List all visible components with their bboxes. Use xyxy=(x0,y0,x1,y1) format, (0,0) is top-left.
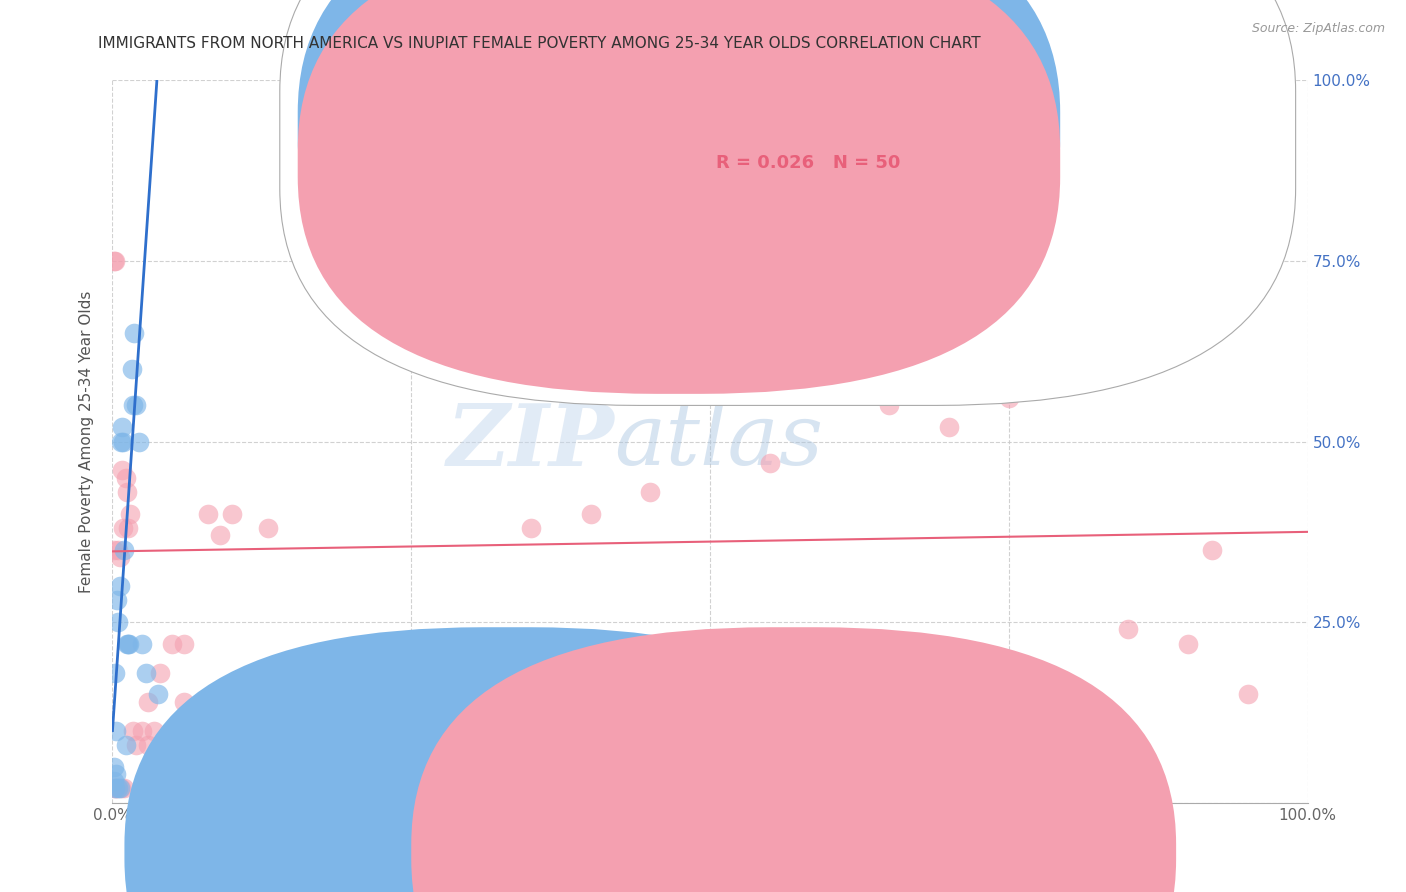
Point xyxy=(139,781,162,796)
Point xyxy=(460,651,482,665)
Point xyxy=(121,723,143,738)
Point xyxy=(209,528,232,542)
Point xyxy=(149,665,172,680)
Point xyxy=(1118,623,1140,637)
Point xyxy=(138,738,160,752)
Point xyxy=(108,781,131,796)
Text: Immigrants from North America: Immigrants from North America xyxy=(537,845,780,859)
Point xyxy=(114,542,135,557)
Point xyxy=(121,398,143,412)
Point xyxy=(105,781,128,796)
Point xyxy=(118,637,141,651)
Point xyxy=(121,362,143,376)
FancyBboxPatch shape xyxy=(280,0,1296,405)
Point xyxy=(818,376,841,391)
Point xyxy=(108,579,131,593)
Point xyxy=(111,420,134,434)
Point xyxy=(122,326,145,340)
Point xyxy=(938,420,960,434)
Point xyxy=(115,485,138,500)
Point xyxy=(103,542,125,557)
Point xyxy=(146,687,169,701)
Point xyxy=(117,521,139,535)
Point xyxy=(117,637,139,651)
Point xyxy=(186,723,208,738)
Point xyxy=(143,723,166,738)
Point xyxy=(104,253,127,268)
Point xyxy=(114,738,136,752)
Point xyxy=(105,723,128,738)
Text: R = 0.704   N = 28: R = 0.704 N = 28 xyxy=(716,117,900,135)
Point xyxy=(520,521,543,535)
Point xyxy=(173,637,195,651)
Point xyxy=(197,507,219,521)
Point xyxy=(128,434,150,449)
Text: Source: ZipAtlas.com: Source: ZipAtlas.com xyxy=(1251,22,1385,36)
Point xyxy=(1272,73,1295,87)
Point xyxy=(699,637,721,651)
Point xyxy=(879,398,901,412)
Point xyxy=(173,695,195,709)
Point xyxy=(125,738,148,752)
Point xyxy=(107,542,129,557)
Point xyxy=(221,507,243,521)
Point xyxy=(579,507,602,521)
Point xyxy=(103,253,125,268)
Point xyxy=(111,463,134,477)
Point xyxy=(105,593,128,607)
Point xyxy=(640,485,662,500)
FancyBboxPatch shape xyxy=(298,0,1060,356)
Point xyxy=(120,507,142,521)
Point xyxy=(105,781,128,796)
Point xyxy=(114,781,135,796)
Point xyxy=(125,398,148,412)
Text: ZIP: ZIP xyxy=(447,400,614,483)
Point xyxy=(103,760,125,774)
FancyBboxPatch shape xyxy=(125,627,890,892)
Text: Inupiat: Inupiat xyxy=(824,845,877,859)
Point xyxy=(131,637,153,651)
Point xyxy=(135,665,157,680)
Point xyxy=(110,434,132,449)
Point xyxy=(340,651,363,665)
Point xyxy=(1237,687,1260,701)
Point xyxy=(115,637,138,651)
Point xyxy=(1177,637,1199,651)
Point xyxy=(1201,542,1223,557)
Point xyxy=(114,470,136,484)
Point xyxy=(112,521,135,535)
Point xyxy=(759,456,782,470)
Text: IMMIGRANTS FROM NORTH AMERICA VS INUPIAT FEMALE POVERTY AMONG 25-34 YEAR OLDS CO: IMMIGRANTS FROM NORTH AMERICA VS INUPIAT… xyxy=(98,36,981,51)
Point xyxy=(998,391,1021,405)
Text: atlas: atlas xyxy=(614,401,824,483)
FancyBboxPatch shape xyxy=(412,627,1175,892)
Point xyxy=(281,709,304,723)
Point xyxy=(131,723,153,738)
Point xyxy=(104,781,127,796)
Point xyxy=(104,665,127,680)
Point xyxy=(107,615,129,630)
Text: R = 0.026   N = 50: R = 0.026 N = 50 xyxy=(716,154,900,172)
Point xyxy=(108,550,131,565)
Point xyxy=(162,637,183,651)
FancyBboxPatch shape xyxy=(298,0,1060,394)
Point xyxy=(257,521,280,535)
Point xyxy=(1057,376,1080,391)
Point xyxy=(401,637,423,651)
Point xyxy=(110,781,132,796)
Point xyxy=(103,781,125,796)
Point xyxy=(107,781,129,796)
Point xyxy=(138,695,160,709)
Y-axis label: Female Poverty Among 25-34 Year Olds: Female Poverty Among 25-34 Year Olds xyxy=(79,291,94,592)
Point xyxy=(112,434,135,449)
Point xyxy=(103,774,125,789)
Point xyxy=(105,767,128,781)
